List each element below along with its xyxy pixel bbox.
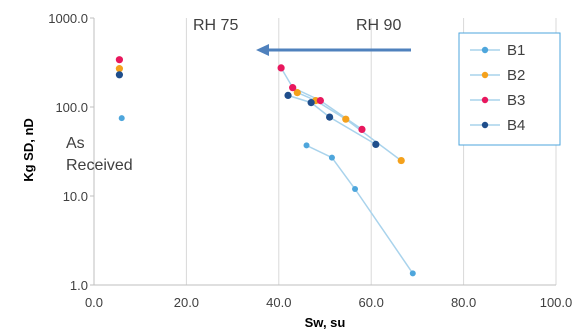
axes (90, 17, 556, 286)
y-tick-labels: 1.0 10.0 100.0 1000.0 (48, 11, 88, 293)
legend-entry-b1: B1 (470, 42, 525, 59)
series-line-b4 (287, 94, 377, 146)
legend-entry-b2: B2 (470, 67, 525, 84)
series-line-b3 (280, 67, 363, 131)
legend-entry-b3: B3 (470, 92, 525, 109)
data-point-b4 (372, 140, 380, 148)
data-point-b1 (328, 154, 335, 161)
data-point-b2 (397, 156, 405, 165)
data-point-b4 (326, 113, 334, 121)
x-tick-label: 20.0 (174, 295, 199, 310)
annotation-rh75: RH 75 (193, 17, 238, 34)
legend: B1 B2 B3 B4 (458, 32, 561, 146)
annotation-as: As (66, 135, 85, 152)
annotation-rh90: RH 90 (356, 17, 401, 34)
x-tick-label: 60.0 (359, 295, 384, 310)
data-point-b4 (307, 99, 315, 107)
legend-entry-b4: B4 (470, 117, 525, 134)
data-point-b3 (115, 56, 124, 64)
series-line-b2 (297, 91, 402, 162)
legend-label: B2 (507, 67, 525, 84)
legend-label: B4 (507, 117, 525, 134)
legend-marker (481, 96, 489, 104)
x-tick-label: 40.0 (266, 295, 291, 310)
y-tick-label: 100.0 (55, 100, 88, 115)
data-point-b3 (358, 125, 366, 134)
legend-label: B1 (507, 42, 525, 59)
legend-box (458, 32, 561, 146)
y-axis-title: Kg SD, nD (21, 118, 36, 182)
data-point-b2 (115, 65, 124, 73)
arrow-rh90-to-rh75 (256, 44, 411, 56)
legend-marker (481, 121, 489, 129)
x-tick-labels: 0.0 20.0 40.0 60.0 80.0 100.0 (85, 295, 572, 310)
data-point-b4 (115, 71, 124, 79)
data-point-b3 (316, 97, 324, 105)
x-tick-label: 80.0 (451, 295, 476, 310)
legend-label: B3 (507, 92, 525, 109)
legend-marker (481, 46, 489, 54)
data-point-b2 (293, 89, 301, 97)
annotation-received: Received (66, 157, 133, 174)
y-tick-label: 1.0 (70, 278, 88, 293)
arrow-head (256, 44, 269, 56)
series-points (115, 56, 416, 277)
x-tick-label: 100.0 (540, 295, 573, 310)
data-point-b1 (118, 115, 125, 122)
data-point-b1 (352, 185, 359, 192)
data-point-b1 (303, 142, 310, 149)
data-point-b4 (284, 91, 292, 100)
x-tick-label: 0.0 (85, 295, 103, 310)
y-tick-label: 1000.0 (48, 11, 88, 26)
x-axis-title: Sw, su (305, 315, 346, 330)
y-tick-label: 10.0 (63, 189, 88, 204)
data-point-b3 (277, 64, 285, 72)
legend-marker (481, 71, 489, 79)
series-line-b1 (306, 144, 414, 274)
data-point-b1 (409, 270, 416, 277)
series-lines (280, 67, 414, 274)
data-point-b2 (342, 115, 350, 123)
data-point-b3 (289, 84, 297, 92)
